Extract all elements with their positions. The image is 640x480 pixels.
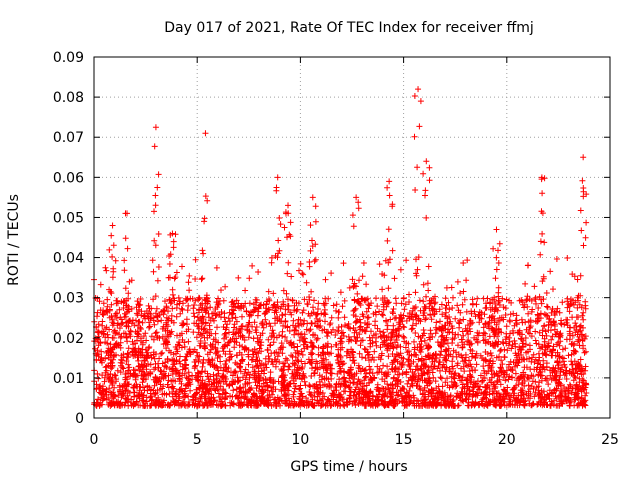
peak-point-11 xyxy=(423,158,430,165)
y-tick-label: 0 xyxy=(75,411,84,427)
x-tick-label: 10 xyxy=(291,432,309,448)
peak-point-4 xyxy=(202,130,209,137)
y-tick-label: 0.03 xyxy=(53,291,84,307)
x-tick-label: 25 xyxy=(601,432,619,448)
peak-point-13 xyxy=(538,174,545,181)
x-axis-label: GPS time / hours xyxy=(290,459,407,475)
data-points xyxy=(91,86,590,409)
y-tick-label: 0.07 xyxy=(53,130,84,146)
peak-point-14 xyxy=(580,154,587,161)
y-axis-label: ROTI / TECUs xyxy=(6,194,22,286)
y-tick-label: 0.02 xyxy=(53,331,84,347)
x-tick-label: 20 xyxy=(498,432,516,448)
peak-point-5 xyxy=(274,174,281,181)
y-tick-label: 0.06 xyxy=(53,170,84,186)
x-tick-label: 15 xyxy=(395,432,413,448)
peak-point-10 xyxy=(415,86,422,93)
peak-point-0 xyxy=(109,222,116,229)
y-tick-label: 0.08 xyxy=(53,90,84,106)
peak-point-1 xyxy=(124,210,131,217)
peak-point-9 xyxy=(386,178,393,185)
peak-point-3 xyxy=(169,230,176,237)
y-tick-label: 0.05 xyxy=(53,210,84,226)
peak-point-2 xyxy=(152,124,159,131)
axis-ticks: 0 5 10 15 20 25 0 0.01 0.02 0.03 0.04 0.05 0.06 0.07 0… xyxy=(53,50,619,448)
peak-point-6 xyxy=(285,202,292,209)
scatter-cloud xyxy=(91,93,590,409)
y-tick-label: 0.01 xyxy=(53,371,84,387)
chart-title: Day 017 of 2021, Rate Of TEC Index for r… xyxy=(164,20,534,36)
peak-point-12 xyxy=(493,226,500,233)
peak-point-7 xyxy=(309,194,316,201)
y-tick-label: 0.09 xyxy=(53,50,84,66)
y-tick-label: 0.04 xyxy=(53,251,84,267)
x-tick-label: 5 xyxy=(193,432,202,448)
peak-point-8 xyxy=(353,194,360,201)
grid-lines xyxy=(94,57,610,418)
x-tick-label: 0 xyxy=(90,432,99,448)
plot-border xyxy=(93,56,611,419)
